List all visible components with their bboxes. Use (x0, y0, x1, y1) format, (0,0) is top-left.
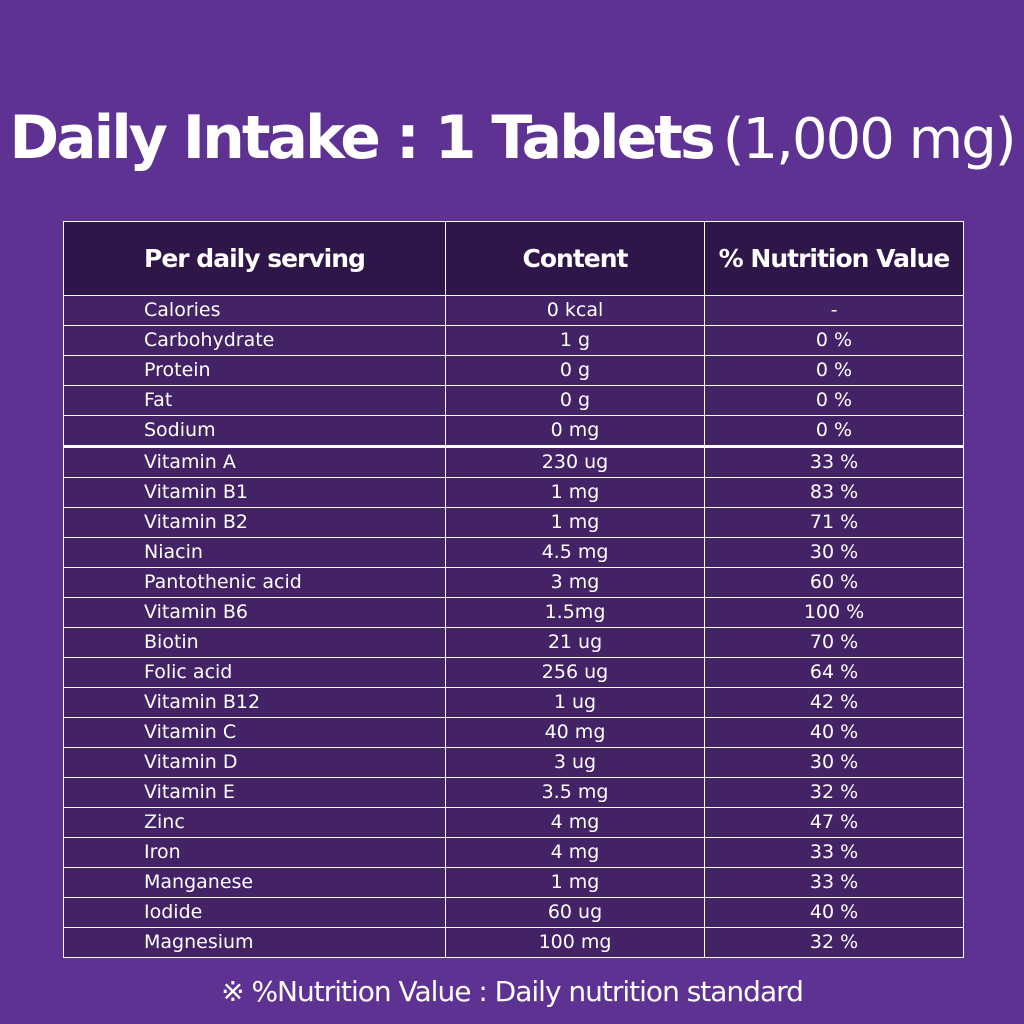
nutrient-name: Fat (63, 385, 446, 416)
nutrient-value: 47 % (704, 807, 964, 838)
nutrient-content: 1 ug (445, 687, 705, 718)
nutrient-value: 30 % (704, 747, 964, 778)
nutrient-content: 1 mg (445, 477, 705, 508)
nutrient-content: 4.5 mg (445, 537, 705, 568)
nutrition-table: Per daily serving Content % Nutrition Va… (63, 221, 964, 958)
nutrient-name: Iodide (63, 897, 446, 928)
header-nutrition-value: % Nutrition Value (704, 221, 964, 296)
nutrient-value: 40 % (704, 897, 964, 928)
table-row: Carbohydrate 1 g 0 % (63, 325, 964, 356)
nutrient-value: 33 % (704, 867, 964, 898)
table-row: Iodide 60 ug 40 % (63, 897, 964, 928)
nutrient-value: 83 % (704, 477, 964, 508)
nutrient-value: 40 % (704, 717, 964, 748)
nutrient-name: Zinc (63, 807, 446, 838)
table-row: Magnesium 100 mg 32 % (63, 927, 964, 958)
nutrient-value: 32 % (704, 777, 964, 808)
nutrient-value: 100 % (704, 597, 964, 628)
table-row: Protein 0 g 0 % (63, 355, 964, 386)
nutrient-name: Magnesium (63, 927, 446, 958)
nutrient-content: 4 mg (445, 807, 705, 838)
header-per-daily-serving: Per daily serving (63, 221, 446, 296)
nutrient-content: 0 mg (445, 415, 705, 447)
table-row: Vitamin A 230 ug 33 % (63, 445, 964, 478)
nutrient-value: 64 % (704, 657, 964, 688)
nutrient-content: 40 mg (445, 717, 705, 748)
nutrient-content: 1 mg (445, 507, 705, 538)
nutrient-name: Calories (63, 295, 446, 326)
nutrient-content: 0 kcal (445, 295, 705, 326)
nutrient-content: 21 ug (445, 627, 705, 658)
nutrient-content: 3.5 mg (445, 777, 705, 808)
table-header-row: Per daily serving Content % Nutrition Va… (63, 221, 964, 296)
nutrient-name: Vitamin B2 (63, 507, 446, 538)
nutrient-name: Vitamin B1 (63, 477, 446, 508)
nutrient-value: 42 % (704, 687, 964, 718)
nutrient-value: 30 % (704, 537, 964, 568)
header-content: Content (445, 221, 705, 296)
nutrient-name: Biotin (63, 627, 446, 658)
table-row: Vitamin B2 1 mg 71 % (63, 507, 964, 538)
nutrient-content: 3 ug (445, 747, 705, 778)
nutrient-content: 4 mg (445, 837, 705, 868)
nutrient-name: Vitamin A (63, 445, 446, 478)
nutrient-content: 256 ug (445, 657, 705, 688)
table-row: Fat 0 g 0 % (63, 385, 964, 416)
nutrient-name: Vitamin B12 (63, 687, 446, 718)
table-row: Iron 4 mg 33 % (63, 837, 964, 868)
nutrient-content: 1.5mg (445, 597, 705, 628)
table-row: Vitamin E 3.5 mg 32 % (63, 777, 964, 808)
nutrient-content: 100 mg (445, 927, 705, 958)
table-row: Biotin 21 ug 70 % (63, 627, 964, 658)
nutrient-value: 33 % (704, 445, 964, 478)
nutrient-value: 0 % (704, 385, 964, 416)
nutrient-value: 0 % (704, 355, 964, 386)
nutrient-name: Carbohydrate (63, 325, 446, 356)
nutrient-name: Vitamin E (63, 777, 446, 808)
nutrient-name: Iron (63, 837, 446, 868)
nutrient-name: Niacin (63, 537, 446, 568)
nutrient-content: 3 mg (445, 567, 705, 598)
nutrient-value: 0 % (704, 415, 964, 447)
table-row: Calories 0 kcal - (63, 295, 964, 326)
table-row: Vitamin B6 1.5mg 100 % (63, 597, 964, 628)
nutrient-name: Vitamin C (63, 717, 446, 748)
table-row: Manganese 1 mg 33 % (63, 867, 964, 898)
table-row: Niacin 4.5 mg 30 % (63, 537, 964, 568)
table-row: Folic acid 256 ug 64 % (63, 657, 964, 688)
table-row: Pantothenic acid 3 mg 60 % (63, 567, 964, 598)
nutrient-name: Vitamin B6 (63, 597, 446, 628)
table-row: Zinc 4 mg 47 % (63, 807, 964, 838)
nutrient-content: 60 ug (445, 897, 705, 928)
nutrient-name: Pantothenic acid (63, 567, 446, 598)
nutrient-name: Sodium (63, 415, 446, 447)
nutrient-name: Manganese (63, 867, 446, 898)
nutrient-content: 0 g (445, 385, 705, 416)
nutrient-value: 71 % (704, 507, 964, 538)
nutrient-content: 1 g (445, 325, 705, 356)
nutrient-name: Folic acid (63, 657, 446, 688)
nutrient-value: 0 % (704, 325, 964, 356)
nutrient-content: 0 g (445, 355, 705, 386)
table-row: Vitamin C 40 mg 40 % (63, 717, 964, 748)
page-title: Daily Intake : 1 Tablets (1,000 mg) (0, 96, 1024, 195)
table-row: Vitamin B1 1 mg 83 % (63, 477, 964, 508)
table-row: Vitamin D 3 ug 30 % (63, 747, 964, 778)
nutrient-name: Vitamin D (63, 747, 446, 778)
title-weight: (1,000 mg) (722, 107, 1017, 172)
nutrient-value: 60 % (704, 567, 964, 598)
table-row: Sodium 0 mg 0 % (63, 415, 964, 447)
nutrient-value: 70 % (704, 627, 964, 658)
footnote: ※ %Nutrition Value : Daily nutrition sta… (221, 975, 804, 1008)
nutrient-value: 32 % (704, 927, 964, 958)
nutrient-content: 1 mg (445, 867, 705, 898)
nutrient-value: 33 % (704, 837, 964, 868)
nutrient-content: 230 ug (445, 445, 705, 478)
nutrient-value: - (704, 295, 964, 326)
title-main: Daily Intake : 1 Tablets (9, 103, 715, 173)
nutrient-name: Protein (63, 355, 446, 386)
table-row: Vitamin B12 1 ug 42 % (63, 687, 964, 718)
